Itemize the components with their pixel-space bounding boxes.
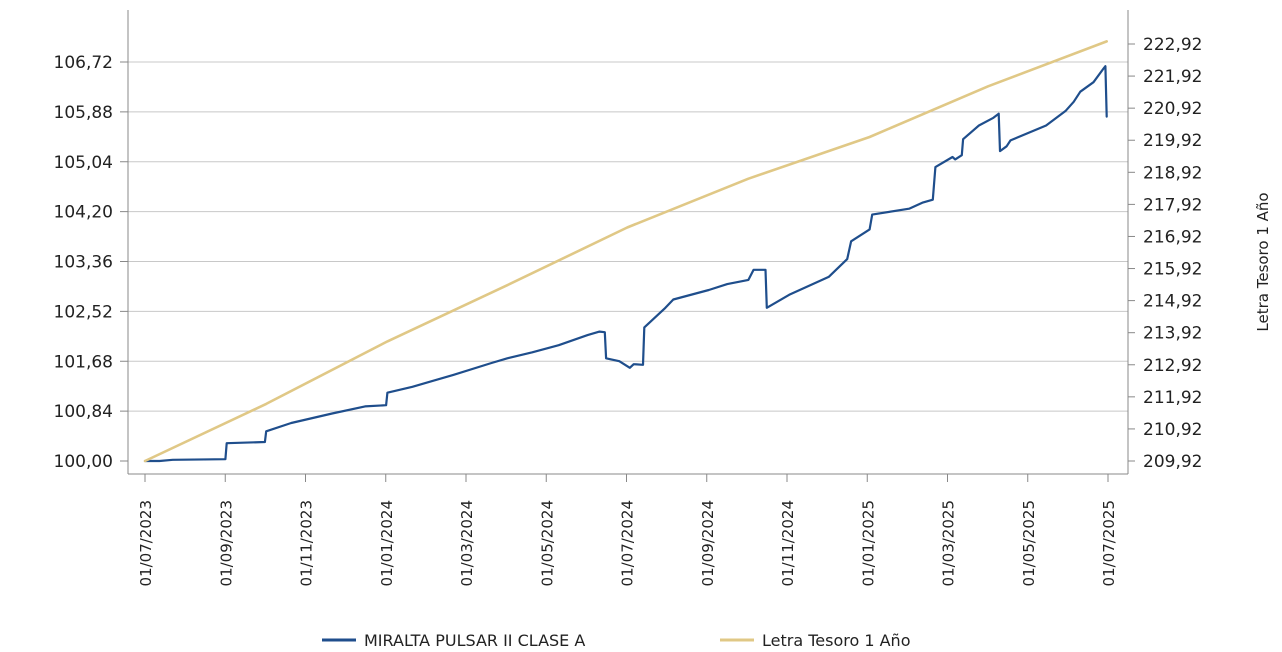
x-tick-label: 01/03/2024 <box>458 500 476 586</box>
series-line-letra <box>143 40 1108 463</box>
x-tick-label: 01/07/2023 <box>137 500 155 586</box>
x-tick-label: 01/05/2024 <box>538 500 556 586</box>
axes <box>127 10 1129 475</box>
x-tick-label: 01/11/2023 <box>298 500 316 586</box>
right-tick-label: 211,92 <box>1143 388 1202 408</box>
left-tick-label: 102,52 <box>54 302 113 322</box>
right-tick-label: 219,92 <box>1143 131 1202 151</box>
right-axis-label: Letra Tesoro 1 Año <box>1254 192 1272 331</box>
series-lines <box>143 40 1108 463</box>
right-tick-label: 210,92 <box>1143 420 1202 440</box>
x-tick-label: 01/11/2024 <box>779 500 797 586</box>
left-tick-label: 105,04 <box>54 153 113 173</box>
right-tick-label: 222,92 <box>1143 35 1202 55</box>
x-tick-label: 01/03/2025 <box>940 500 958 586</box>
left-tick-label: 101,68 <box>54 352 113 372</box>
left-tick-label: 104,20 <box>54 203 113 223</box>
right-tick-label: 215,92 <box>1143 260 1202 280</box>
left-tick-label: 103,36 <box>54 253 113 273</box>
x-tick-label: 01/07/2025 <box>1100 500 1118 586</box>
x-tick-label: 01/01/2025 <box>859 500 877 586</box>
x-tick-label: 01/09/2024 <box>699 500 717 586</box>
right-tick-label: 221,92 <box>1143 67 1202 87</box>
gridlines <box>128 61 1128 412</box>
left-tick-label: 106,72 <box>54 53 113 73</box>
right-tick-label: 213,92 <box>1143 324 1202 344</box>
left-tick-label: 105,88 <box>54 103 113 123</box>
x-tick-label: 01/05/2025 <box>1020 500 1038 586</box>
left-tick-label: 100,00 <box>54 452 113 472</box>
right-tick-label: 218,92 <box>1143 163 1202 183</box>
left-tick-label: 100,84 <box>54 402 113 422</box>
right-y-axis-ticks: 209,92 210,92 211,92 212,92 213,92 214,92 215,… <box>1128 35 1202 472</box>
x-axis-ticks: 01/07/2023 01/09/2023 01/11/2023 01/01/2024… <box>137 474 1118 586</box>
right-tick-label: 220,92 <box>1143 99 1202 119</box>
x-tick-label: 01/01/2024 <box>378 500 396 586</box>
right-tick-label: 217,92 <box>1143 195 1202 215</box>
right-tick-label: 212,92 <box>1143 356 1202 376</box>
right-tick-label: 214,92 <box>1143 292 1202 312</box>
legend: MIRALTA PULSAR II CLASE A Letra Tesoro 1… <box>322 631 910 650</box>
series-line-miralta <box>143 65 1108 463</box>
legend-label-letra: Letra Tesoro 1 Año <box>762 631 910 650</box>
right-tick-label: 209,92 <box>1143 452 1202 472</box>
x-tick-label: 01/09/2023 <box>217 500 235 586</box>
x-tick-label: 01/07/2024 <box>619 500 637 586</box>
legend-label-miralta: MIRALTA PULSAR II CLASE A <box>364 631 585 650</box>
right-tick-label: 216,92 <box>1143 227 1202 247</box>
left-y-axis-ticks: 100,00 100,84 101,68 102,52 103,36 104,20 105,… <box>54 53 128 472</box>
